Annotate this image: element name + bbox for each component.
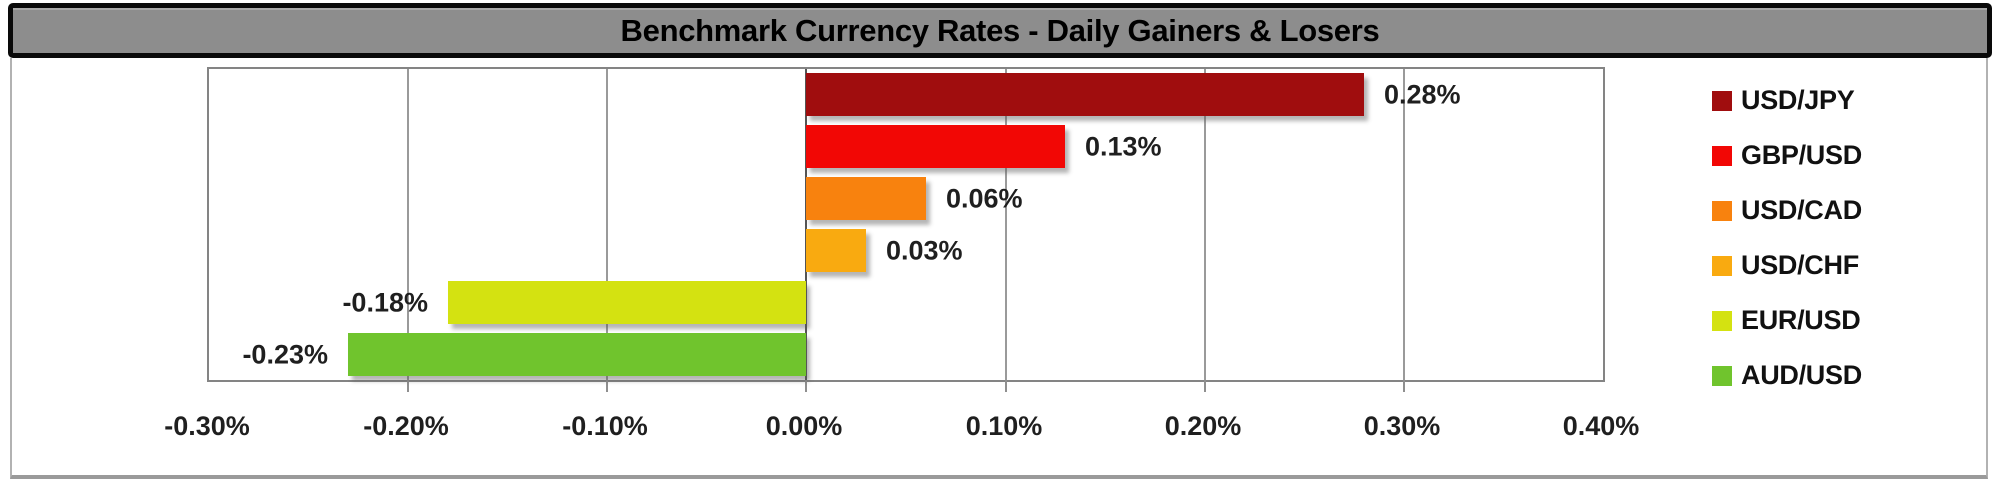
value-label-aud-usd: -0.23% — [242, 339, 328, 369]
bar-usd-jpy — [806, 73, 1364, 116]
axis-tick — [606, 380, 608, 392]
legend-label: USD/CHF — [1741, 250, 1859, 280]
gridline — [407, 69, 409, 380]
x-tick-label: 0.20% — [1164, 411, 1242, 441]
legend-item-usd-cad: USD/CAD — [1712, 183, 1862, 238]
plot-area: 0.28% 0.13% 0.06% 0.03% -0.18% -0.23% — [207, 67, 1605, 392]
legend-label: USD/CAD — [1741, 195, 1862, 225]
legend-swatch-eur-usd — [1712, 310, 1732, 331]
gridline — [606, 69, 608, 380]
chart-title-bar: Benchmark Currency Rates - Daily Gainers… — [8, 3, 1992, 58]
axis-tick — [1005, 380, 1007, 392]
x-tick-label: 0.40% — [1562, 411, 1640, 441]
legend-swatch-gbp-usd — [1712, 145, 1732, 166]
gridline — [1204, 69, 1206, 380]
x-tick-label: -0.10% — [562, 411, 648, 441]
legend-swatch-aud-usd — [1712, 365, 1732, 386]
axis-tick — [1403, 380, 1405, 392]
bar-aud-usd — [348, 333, 806, 376]
x-tick-label: -0.20% — [363, 411, 449, 441]
gridline — [1005, 69, 1007, 380]
value-label-eur-usd: -0.18% — [342, 287, 428, 317]
legend-item-usd-jpy: USD/JPY — [1712, 73, 1862, 128]
gridline — [1403, 69, 1405, 380]
legend-label: USD/JPY — [1741, 85, 1855, 115]
axis-tick — [407, 380, 409, 392]
legend-label: EUR/USD — [1741, 305, 1861, 335]
legend-swatch-usd-cad — [1712, 200, 1732, 221]
bar-usd-chf — [806, 229, 866, 272]
chart-container: 0.28% 0.13% 0.06% 0.03% -0.18% -0.23% -0.30% -… — [10, 58, 1988, 479]
value-label-usd-jpy: 0.28% — [1384, 79, 1461, 109]
x-tick-label: 0.10% — [965, 411, 1043, 441]
bar-usd-cad — [806, 177, 926, 220]
legend-item-eur-usd: EUR/USD — [1712, 293, 1862, 348]
bar-gbp-usd — [806, 125, 1065, 168]
zero-gridline — [805, 69, 807, 380]
chart-title: Benchmark Currency Rates - Daily Gainers… — [620, 12, 1380, 48]
legend-swatch-usd-jpy — [1712, 90, 1732, 111]
x-axis: -0.30% -0.20% -0.10% 0.00% 0.10% 0.20% 0.30% 0.… — [164, 410, 1639, 442]
value-label-gbp-usd: 0.13% — [1085, 131, 1162, 161]
x-tick-label: 0.30% — [1363, 411, 1441, 441]
axis-tick — [1204, 380, 1206, 392]
legend-item-aud-usd: AUD/USD — [1712, 348, 1862, 403]
bar-eur-usd — [448, 281, 806, 324]
legend: USD/JPY GBP/USD USD/CAD USD/CHF EUR/USD AUD/U… — [1712, 73, 1862, 403]
value-label-usd-cad: 0.06% — [946, 183, 1023, 213]
x-tick-label: -0.30% — [164, 411, 250, 441]
legend-swatch-usd-chf — [1712, 255, 1732, 276]
legend-label: GBP/USD — [1741, 140, 1862, 170]
x-tick-label: 0.00% — [765, 411, 843, 441]
legend-item-gbp-usd: GBP/USD — [1712, 128, 1862, 183]
legend-item-usd-chf: USD/CHF — [1712, 238, 1862, 293]
legend-label: AUD/USD — [1741, 360, 1862, 390]
value-label-usd-chf: 0.03% — [886, 235, 963, 265]
axis-tick — [805, 380, 807, 392]
